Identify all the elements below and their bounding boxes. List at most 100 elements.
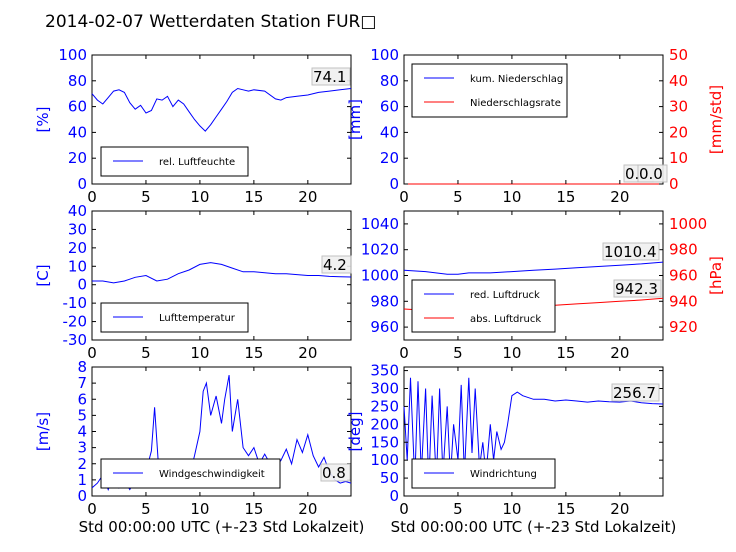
x-tick-label: 20: [610, 344, 629, 362]
x-tick-label: 10: [190, 344, 209, 362]
y-tick-label-right: 10: [669, 149, 688, 167]
y-axis-label: [mm]: [346, 99, 364, 140]
axes-frame: [91, 54, 352, 185]
axes-frame: [91, 210, 352, 341]
y-tick-label: 6: [77, 390, 87, 408]
y-tick-label: 1020: [361, 241, 399, 259]
x-tick-label: 10: [502, 188, 521, 206]
y-tick-label: 40: [68, 202, 87, 220]
y-tick-label: 8: [77, 358, 87, 376]
legend: Windrichtung: [411, 458, 556, 489]
y-tick-label-right: 940: [669, 292, 698, 310]
x-tick-label: 10: [190, 188, 209, 206]
value-label-box: [320, 463, 351, 482]
legend-label: Niederschlagsrate: [470, 98, 561, 109]
y-tick-label: 50: [380, 469, 399, 487]
x-tick-label: 10: [190, 500, 209, 518]
y-tick-label: 3: [77, 439, 87, 457]
y-tick-label: 5: [77, 406, 87, 424]
y-tick-label: 250: [370, 397, 399, 415]
y-tick-label: 100: [58, 46, 87, 64]
y-tick-label: 100: [370, 451, 399, 469]
y-tick-label: 150: [370, 433, 399, 451]
series-line-1: [403, 261, 664, 275]
y-tick-label: 350: [370, 362, 399, 380]
x-tick-label: 0: [399, 344, 409, 362]
x-tick-label: 5: [453, 188, 463, 206]
last-value-label: 256.7: [613, 384, 656, 402]
x-tick-label: 5: [141, 344, 151, 362]
y-tick-label: 30: [68, 220, 87, 238]
x-tick-label: 0: [399, 500, 409, 518]
x-tick-label: 5: [453, 344, 463, 362]
legend: red. Luftdruck abs. Luftdruck: [411, 279, 556, 333]
last-value-label: 0.8: [322, 464, 346, 482]
x-tick-label: 10: [502, 344, 521, 362]
y-tick-label: 960: [370, 318, 399, 336]
y-axis-label-right: [hPa]: [707, 256, 725, 295]
value-label-box: [311, 67, 351, 86]
y-tick-label-right: 1000: [669, 215, 707, 233]
y-tick-label-right: 960: [669, 267, 698, 285]
axes-frame: [403, 366, 664, 497]
x-tick-label: 5: [141, 188, 151, 206]
value-label-box: [602, 242, 660, 261]
last-value-label: 1010.4: [604, 243, 657, 261]
y-tick-label: 0: [389, 175, 399, 193]
y-tick-label: -20: [63, 313, 88, 331]
x-tick-label: 0: [87, 500, 97, 518]
legend-label: Lufttemperatur: [159, 313, 236, 324]
subplot-pressure: 0 5 10 15 20 960 980 1000 1020 1040 920 940 960 980 10…: [361, 210, 725, 362]
x-tick-label: 15: [556, 188, 575, 206]
y-tick-label: -30: [63, 331, 88, 349]
legend: Windgeschwindigkeit: [100, 458, 281, 489]
figure-title: 2014-02-07 Wetterdaten Station FUR□: [45, 12, 376, 32]
x-tick-label: 5: [453, 500, 463, 518]
y-tick-label-right: 50: [669, 46, 688, 64]
legend: Lufttemperatur: [100, 302, 249, 333]
y-tick-label: 60: [380, 98, 399, 116]
x-tick-label: 15: [244, 188, 263, 206]
y-tick-label: 60: [68, 98, 87, 116]
last-value-label: 0.0: [639, 165, 663, 183]
y-tick-label: 300: [370, 380, 399, 398]
legend-label: Windrichtung: [470, 469, 537, 480]
x-tick-label: 20: [610, 188, 629, 206]
y-tick-label: 80: [68, 72, 87, 90]
last-value-label: 74.1: [313, 68, 346, 86]
x-tick-label: 20: [298, 344, 317, 362]
last-value-label: 4.2: [323, 256, 347, 274]
y-axis-label: [C]: [34, 264, 52, 286]
y-tick-label: 100: [370, 46, 399, 64]
legend-box: [411, 63, 568, 118]
x-tick-label: 15: [244, 500, 263, 518]
y-tick-label: -10: [63, 294, 88, 312]
y-tick-label: 0: [77, 487, 87, 505]
y-tick-label: 200: [370, 415, 399, 433]
y-tick-label: 80: [380, 72, 399, 90]
legend: rel. Luftfeuchte: [100, 146, 249, 177]
subplot-temperature: 0 5 10 15 20-30-20-10010203040[C]Lufttempera…: [34, 202, 352, 362]
y-tick-label: 1: [77, 471, 87, 489]
y-tick-label: 1040: [361, 215, 399, 233]
legend-label: Windgeschwindigkeit: [159, 469, 265, 480]
series-line-1: [91, 87, 352, 132]
value-label-box: [637, 164, 668, 183]
subplot-humidity: 0 5 10 15 20 0 20 40 60 80 100 [%] rel. Luftfeuchte 7…: [34, 46, 352, 206]
y-tick-label: 20: [380, 149, 399, 167]
series-line-1: [403, 377, 664, 486]
y-axis-label: [deg]: [346, 412, 364, 452]
x-tick-label: 10: [502, 500, 521, 518]
legend-label: abs. Luftdruck: [470, 314, 541, 325]
x-tick-label: 5: [141, 500, 151, 518]
y-axis-label: [m/s]: [34, 412, 52, 451]
legend-label: red. Luftdruck: [470, 290, 540, 301]
last-value-label: 942.3: [615, 280, 658, 298]
y-tick-label: 40: [380, 123, 399, 141]
y-tick-label: 20: [68, 239, 87, 257]
y-tick-label: 980: [370, 292, 399, 310]
y-tick-label: 1000: [361, 267, 399, 285]
